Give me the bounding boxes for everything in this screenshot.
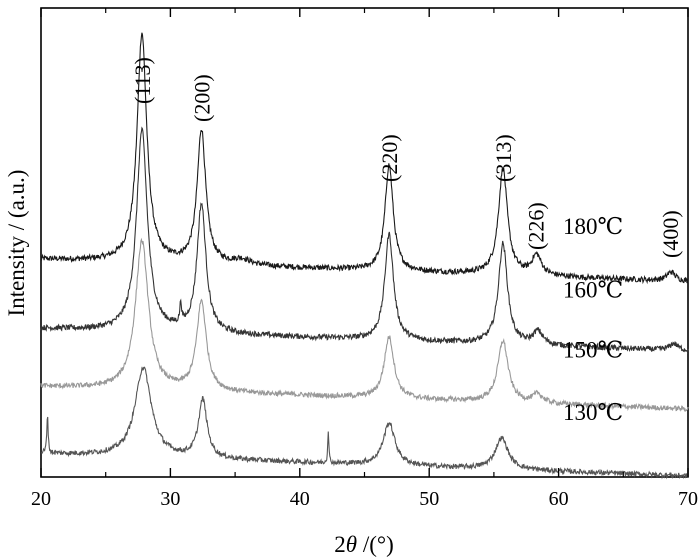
series-temp-label: 160℃ (563, 277, 623, 302)
peak-label: (226) (523, 202, 548, 250)
peak-label: (313) (491, 134, 516, 182)
series-temp-label: 180℃ (563, 214, 623, 239)
series-line-150 (40, 237, 689, 413)
peak-label: (220) (377, 134, 402, 182)
x-tick-label: 70 (678, 488, 698, 510)
x-axis-label-symbol: θ (346, 532, 357, 557)
peak-label: (113) (130, 57, 155, 104)
series-line-130 (40, 366, 689, 480)
x-tick-label: 60 (549, 488, 569, 510)
series-temp-label: 130℃ (563, 400, 623, 425)
x-tick-label: 30 (160, 488, 180, 510)
x-axis-label-prefix: 2 (334, 532, 346, 557)
x-tick-label: 20 (31, 488, 51, 510)
x-axis-label: 2θ /(°) (334, 532, 393, 557)
series-temp-label: 150℃ (563, 338, 623, 363)
x-tick-label: 50 (419, 488, 439, 510)
label-layer: (113) (200) (220) (313) (226) (400) 180℃ 160℃ 15… (130, 57, 683, 425)
x-axis-label-suffix: /(°) (357, 532, 394, 557)
series-layer (40, 32, 689, 480)
peak-label: (400) (658, 210, 683, 258)
x-tick-label: 40 (290, 488, 310, 510)
tick-layer: 20 30 40 50 60 70 (31, 8, 698, 510)
peak-label: (200) (190, 74, 215, 122)
series-line-180 (40, 32, 689, 285)
y-axis-label: Intensity / (a.u.) (4, 170, 29, 317)
series-line-160 (40, 126, 689, 354)
